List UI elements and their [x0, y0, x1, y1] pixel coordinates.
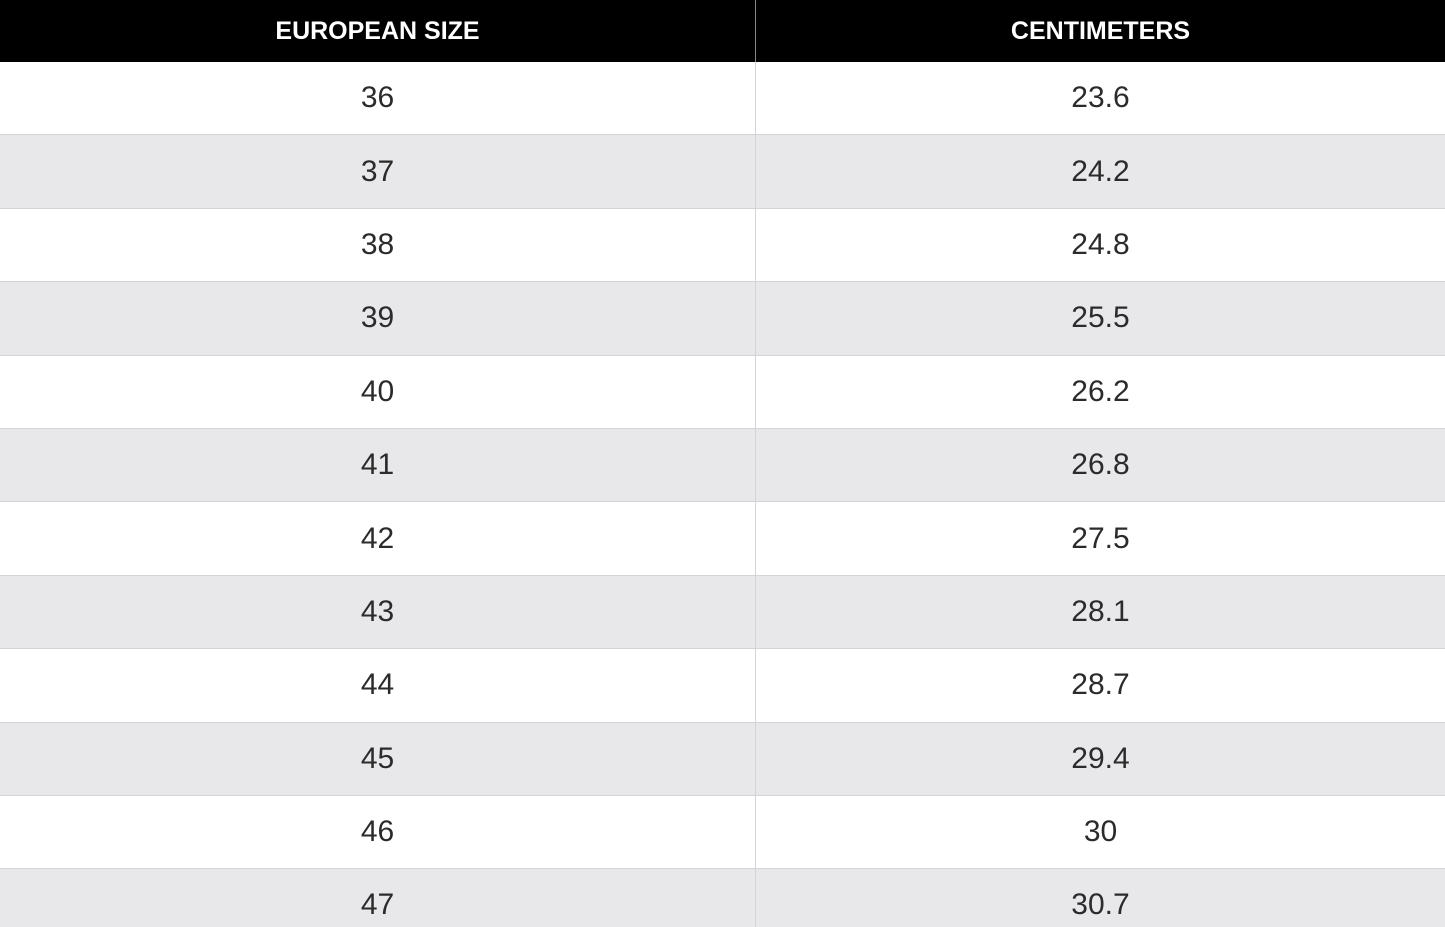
table-row: 40 26.2 [0, 355, 1445, 429]
header-cell: CENTIMETERS [1010, 16, 1191, 45]
table-cell: 39 [0, 282, 756, 355]
header-cell: EUROPEAN SIZE [0, 0, 756, 62]
table-cell: 26.2 [1071, 374, 1130, 408]
header-row: EUROPEAN SIZE CENTIMETERS [0, 0, 1445, 62]
table-cell: 46 [0, 795, 756, 869]
table-cell: 24.2 [1071, 154, 1130, 188]
table-cell: 23.6 [1071, 81, 1130, 115]
table-cell: 28.7 [1071, 668, 1130, 702]
table-cell: 30 [1083, 815, 1118, 849]
table-row: 36 23.6 [0, 62, 1445, 136]
table-cell: 29.4 [1071, 741, 1130, 775]
table-cell: 25.5 [1071, 301, 1130, 335]
table-row: 41 26.8 [0, 428, 1445, 503]
table-cell: 42 [0, 502, 756, 575]
table-cell: 36 [0, 62, 756, 135]
table-cell: 41 [0, 428, 756, 502]
table-cell: 24.8 [1071, 227, 1130, 261]
table-cell: 43 [0, 575, 756, 649]
table-row: 47 30.7 [0, 869, 1445, 927]
table-cell: 38 [0, 208, 756, 282]
table-row: 43 28.1 [0, 575, 1445, 650]
table-row: 46 30 [0, 795, 1445, 870]
table-cell: 44 [0, 649, 756, 722]
table-row: 44 28.7 [0, 649, 1445, 723]
table-cell: 40 [0, 355, 756, 428]
table-cell: 27.5 [1071, 521, 1130, 555]
table-row: 45 29.4 [0, 722, 1445, 796]
table-row: 37 24.2 [0, 135, 1445, 209]
table-cell: 30.7 [1071, 888, 1130, 922]
table-cell: 45 [0, 722, 756, 795]
table-cell: 47 [0, 869, 756, 927]
table-row: 38 24.8 [0, 208, 1445, 283]
table-cell: 37 [0, 135, 756, 208]
table-cell: 26.8 [1071, 448, 1130, 482]
table-cell: 28.1 [1071, 594, 1130, 628]
table-row: 42 27.5 [0, 502, 1445, 576]
table-row: 39 25.5 [0, 282, 1445, 356]
